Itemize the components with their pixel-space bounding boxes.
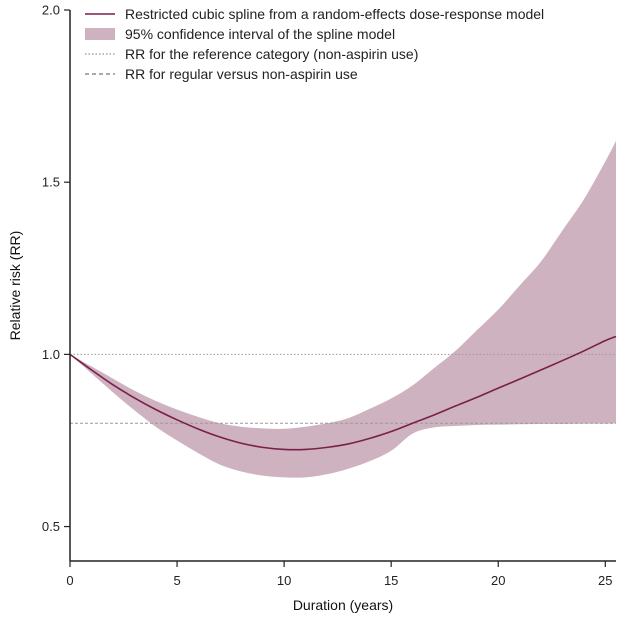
x-tick-label: 10 [277, 573, 291, 588]
y-tick-label: 1.0 [42, 347, 60, 362]
confidence-band [70, 140, 616, 478]
legend-swatch-band [85, 28, 115, 40]
spline-line [69, 335, 617, 451]
legend-label: RR for regular versus non-aspirin use [125, 66, 358, 82]
y-tick-label: 0.5 [42, 519, 60, 534]
legend-label: RR for the reference category (non-aspir… [125, 46, 418, 62]
x-tick-label: 25 [598, 573, 612, 588]
x-tick-label: 15 [384, 573, 398, 588]
legend-label: Restricted cubic spline from a random-ef… [125, 6, 544, 22]
x-tick-label: 5 [173, 573, 180, 588]
legend: Restricted cubic spline from a random-ef… [85, 6, 544, 82]
legend-label: 95% confidence interval of the spline mo… [125, 26, 395, 42]
y-axis: 0.5 1.0 1.5 2.0 [42, 3, 71, 561]
y-tick-label: 1.5 [42, 175, 60, 190]
x-tick-label: 0 [66, 573, 73, 588]
x-axis-title: Duration (years) [293, 597, 393, 613]
plot-area [69, 140, 617, 478]
x-axis: 0 5 10 15 20 25 [66, 560, 616, 588]
y-tick-label: 2.0 [42, 3, 60, 18]
x-tick-label: 20 [491, 573, 505, 588]
y-axis-title: Relative risk (RR) [7, 231, 23, 341]
